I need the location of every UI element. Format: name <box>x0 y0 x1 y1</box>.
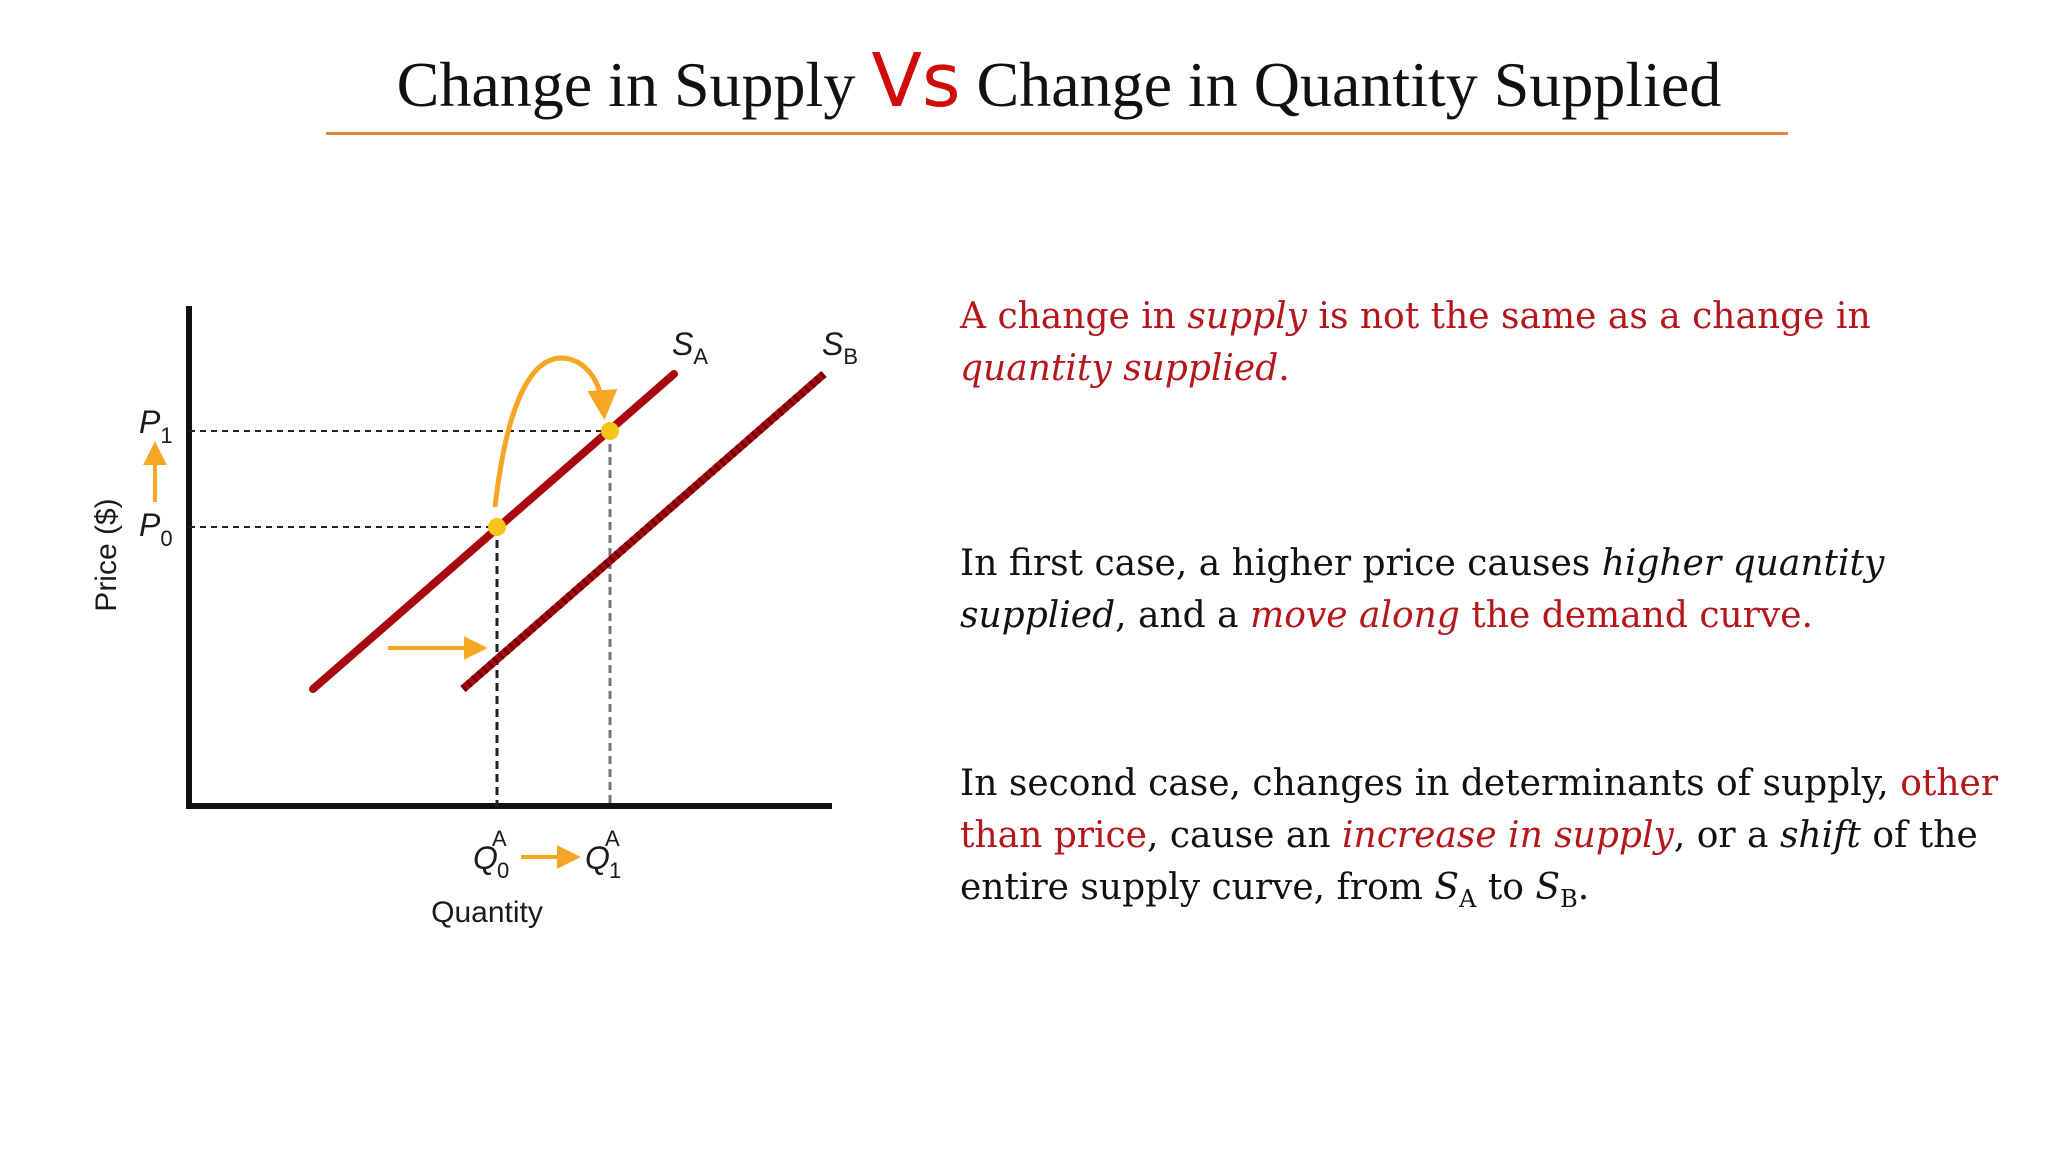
para2-move-along: move along <box>1250 595 1460 636</box>
para3-sa-sub: A <box>1459 885 1477 913</box>
q0-sup: A <box>492 826 507 851</box>
para3-sb-sub: B <box>1560 885 1578 913</box>
para1-supply: supply <box>1187 296 1307 337</box>
q1-sup: A <box>605 826 620 851</box>
p0-label: P0 <box>139 507 173 551</box>
para1-period: . <box>1278 348 1290 389</box>
p1-label: P1 <box>139 404 173 448</box>
q0-sub: 0 <box>497 858 509 883</box>
para3-sb-letter: S <box>1535 867 1561 908</box>
supply-curve-sb-texture <box>460 370 827 693</box>
para2-text-2: , and a <box>1115 595 1251 636</box>
para3-shift: shift <box>1779 815 1861 856</box>
para2-higher-quantity-supplied: higher quantity supplied <box>960 543 1885 636</box>
para2-text-1: In first case, a higher price causes <box>960 543 1602 584</box>
title-part-2: Change in Quantity Supplied <box>960 49 1722 120</box>
point-p1-q1 <box>601 422 619 440</box>
sa-label: SA <box>672 326 708 369</box>
y-axis-label: Price ($) <box>90 498 123 611</box>
paragraph-second-case: In second case, changes in determinants … <box>960 758 2020 925</box>
point-p0-q0 <box>488 518 506 536</box>
para3-text-2: , cause an <box>1146 815 1342 856</box>
para1-quantity-supplied: quantity supplied <box>960 348 1279 389</box>
title-vs: Vs <box>871 38 961 124</box>
para3-text-3: , or a <box>1673 815 1780 856</box>
sb-label: SB <box>822 326 858 369</box>
para3-sa-letter: S <box>1434 867 1460 908</box>
para1-text-1: A change in <box>960 296 1188 337</box>
para1-text-2: is not the same as a change in <box>1306 296 1871 337</box>
q1-label: Q <box>585 840 610 876</box>
para3-period: . <box>1577 867 1590 908</box>
para3-other-than-price: other than price <box>960 763 1999 856</box>
para3-text-4: of the entire supply curve, from <box>960 815 1978 908</box>
paragraph-definition: A change in supply is not the same as a … <box>960 291 2020 395</box>
title-underline <box>326 132 1788 135</box>
para2-demand-curve: the demand curve. <box>1459 595 1813 636</box>
q1-sub: 1 <box>609 858 621 883</box>
slide-title: Change in Supply Vs Change in Quantity S… <box>0 38 2048 124</box>
title-part-1: Change in Supply <box>396 49 872 120</box>
move-along-arrow <box>492 355 618 508</box>
para3-text-1: In second case, changes in determinants … <box>960 763 1901 804</box>
para3-increase-in-supply: increase in supply <box>1342 815 1674 856</box>
x-axis-label: Quantity <box>431 896 543 929</box>
para3-text-5: to <box>1476 867 1536 908</box>
paragraph-first-case: In first case, a higher price causes hig… <box>960 538 2020 642</box>
q0-label: Q <box>473 840 498 876</box>
